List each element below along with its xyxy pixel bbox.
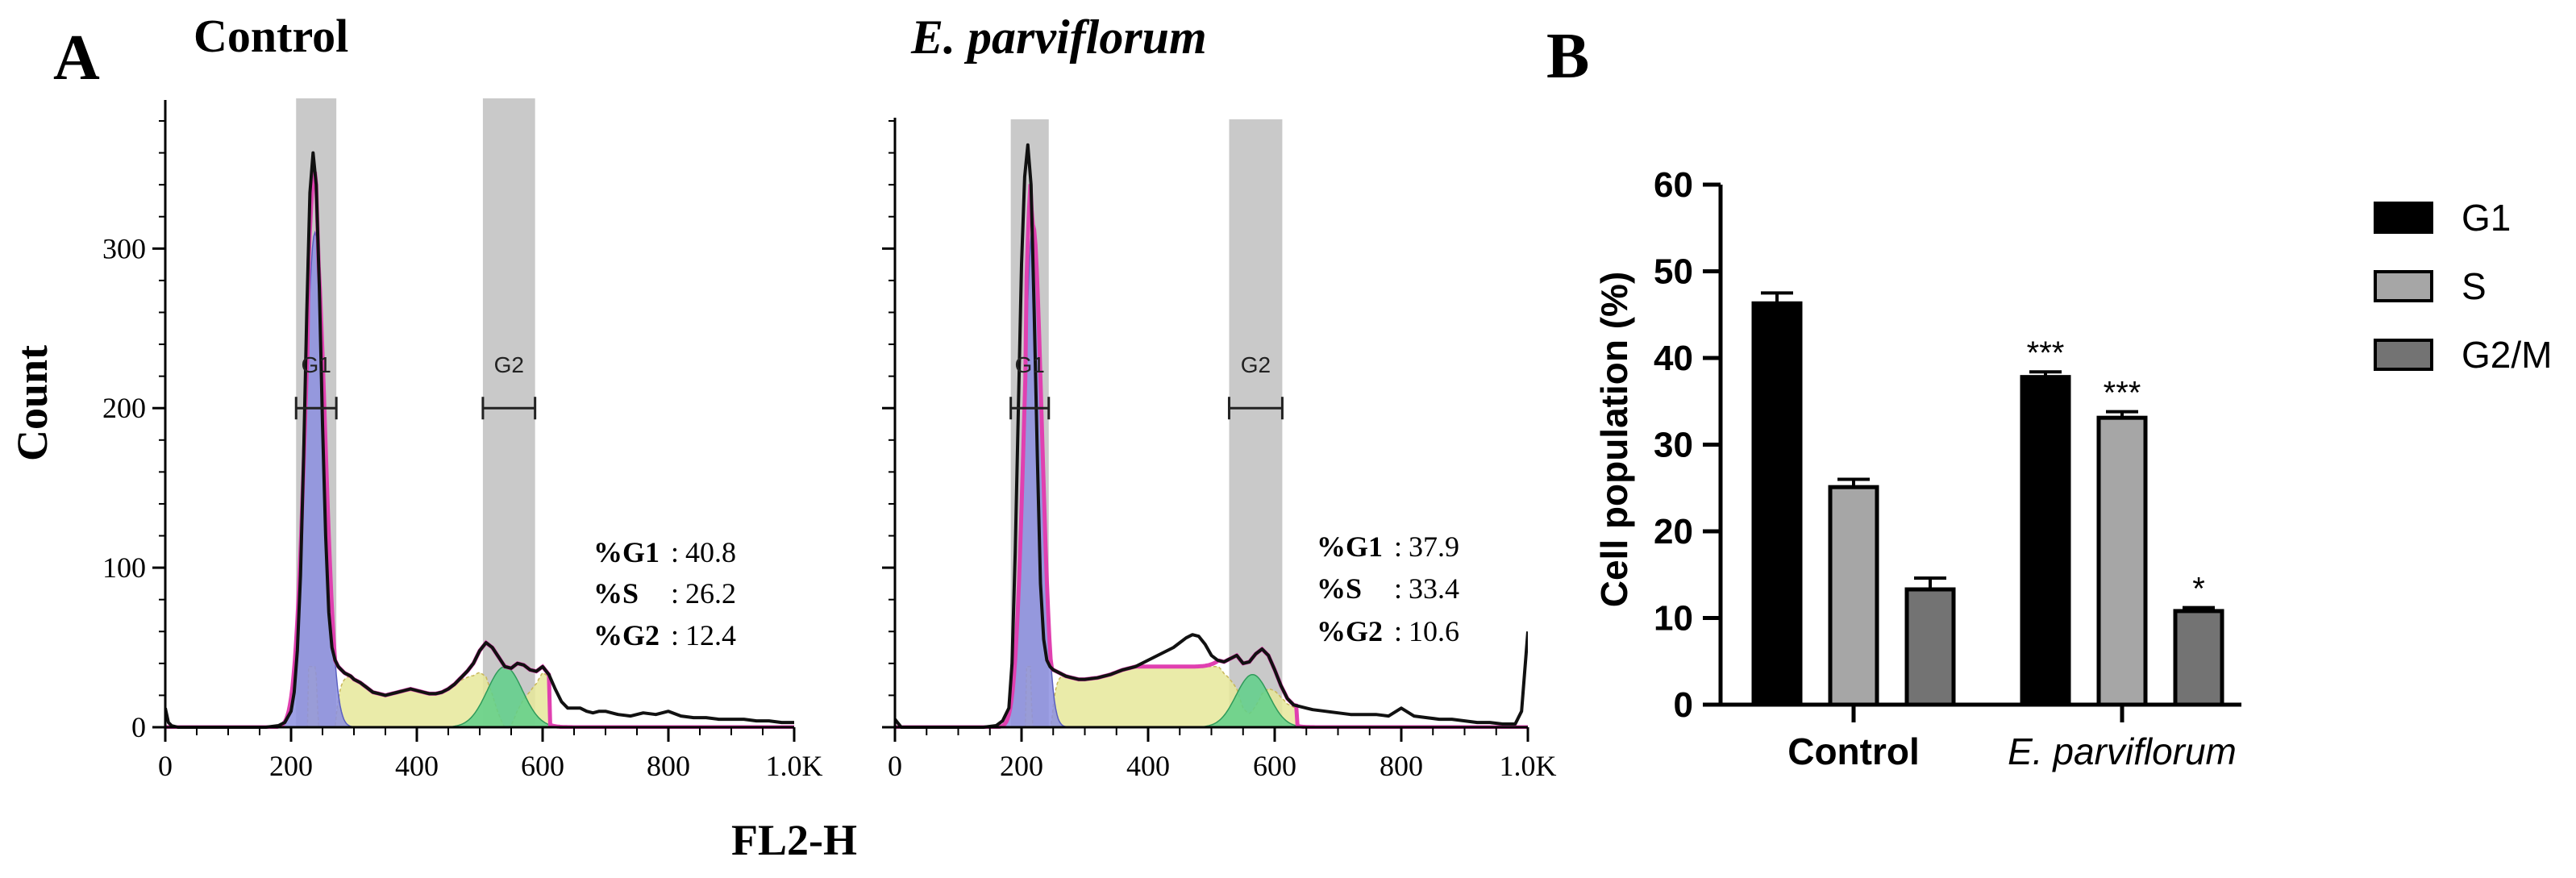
legend-label: G2/M — [2462, 334, 2552, 376]
significance-marker: *** — [2027, 335, 2065, 371]
stat-value: 40.8 — [685, 536, 736, 568]
x-tick-label: 800 — [647, 750, 690, 782]
gate-label: G1 — [302, 352, 331, 377]
legend-label: S — [2462, 265, 2487, 307]
bar-g1-0 — [1751, 301, 1803, 707]
x-tick-label: 200 — [1000, 750, 1043, 782]
significance-marker: * — [2192, 572, 2205, 607]
stat-sep: : — [1394, 531, 1402, 563]
gate-marker-g2 — [481, 397, 537, 420]
shared-y-label: Count — [8, 345, 56, 461]
stat-value: 12.4 — [685, 619, 736, 651]
histogram-data-line — [895, 143, 1528, 729]
stat-label: %G1 — [593, 536, 660, 568]
bar-g2m-1 — [2173, 609, 2224, 707]
bar-y-tick-label: 0 — [1674, 685, 1693, 725]
x-tick-label: 400 — [1126, 750, 1170, 782]
bar-g1-1 — [2020, 375, 2071, 707]
histogram-data-line — [165, 151, 794, 729]
gate-label: G2 — [494, 352, 524, 377]
stats-control: %G1 : 40.8 %S : 26.2 %G2 : 12.4 — [593, 536, 736, 651]
gate-band-g2 — [1229, 119, 1283, 727]
gate-marker-g1 — [294, 397, 338, 420]
panel-b-label: B — [1546, 21, 1589, 92]
x-tick-label: 1.0K — [1500, 750, 1557, 782]
gate-marker-g1 — [1009, 397, 1051, 420]
x-tick-label: 0 — [888, 750, 902, 782]
shared-x-label: FL2-H — [731, 816, 857, 864]
y-tick-label: 200 — [102, 392, 146, 424]
legend-item-s: S — [2374, 265, 2487, 307]
panel-a1-title: Control — [194, 10, 348, 62]
stat-sep: : — [1394, 572, 1402, 605]
stat-value: 26.2 — [685, 577, 736, 610]
x-tick-label: 600 — [1253, 750, 1296, 782]
histogram-control: G1 G2 0 100 200 300 0 200 400 600 800 1.0K %G1 : 4… — [102, 98, 823, 782]
bar-category-label: Control — [1787, 730, 1920, 772]
legend-label: G1 — [2462, 197, 2511, 239]
stat-sep: : — [671, 619, 679, 651]
significance-marker: *** — [2104, 376, 2141, 411]
bar-s-0 — [1828, 485, 1879, 707]
legend-swatch — [2374, 270, 2433, 302]
legend-swatch — [2374, 339, 2433, 371]
legend-item-g2m: G2/M — [2374, 334, 2552, 376]
legend-item-g1: G1 — [2374, 197, 2511, 239]
bar-y-label: Cell population (%) — [1593, 272, 1635, 608]
y-tick-label: 100 — [102, 551, 146, 584]
bar-y-tick-label: 60 — [1654, 165, 1693, 205]
x-tick-label: 600 — [521, 750, 564, 782]
stat-value: 33.4 — [1409, 572, 1459, 605]
stat-label: %S — [1317, 572, 1362, 605]
bar-y-tick-label: 20 — [1654, 512, 1693, 551]
bar-g2m-0 — [1904, 587, 1956, 707]
gate-label: G1 — [1015, 352, 1045, 377]
stat-sep: : — [1394, 615, 1402, 647]
x-tick-label: 200 — [269, 750, 313, 782]
y-tick-label: 300 — [102, 232, 146, 264]
legend-swatch — [2374, 202, 2433, 234]
panel-a-label: A — [53, 23, 100, 94]
legend: G1 S G2/M — [2374, 197, 2552, 376]
gate-marker-g2 — [1227, 397, 1284, 420]
gate-label: G2 — [1241, 352, 1271, 377]
bar-chart-cell-population: 0 10 20 30 40 50 60 Cell population (%) Control E… — [1593, 165, 2552, 772]
x-tick-label: 400 — [395, 750, 439, 782]
stat-sep: : — [671, 577, 679, 610]
bar-s-1 — [2096, 415, 2148, 707]
stat-label: %G2 — [1317, 615, 1383, 647]
stats-e-parviflorum: %G1 : 37.9 %S : 33.4 %G2 : 10.6 — [1317, 531, 1459, 647]
stat-value: 37.9 — [1409, 531, 1459, 563]
stat-value: 10.6 — [1409, 615, 1459, 647]
y-tick-label: 0 — [131, 711, 146, 743]
x-tick-label: 800 — [1380, 750, 1423, 782]
stat-sep: : — [671, 536, 679, 568]
x-tick-label: 0 — [158, 750, 173, 782]
bar-y-tick-label: 50 — [1654, 252, 1693, 292]
histogram-e-parviflorum: G1 G2 0 200 400 600 800 1.0K %G1 : 37.9 %S : 3… — [882, 118, 1557, 782]
panel-a2-title: E. parviflorum — [910, 10, 1207, 64]
g1-phase-fill — [895, 224, 1528, 728]
bar-y-tick-label: 10 — [1654, 599, 1693, 639]
bar-category-label: E. parviflorum — [2008, 730, 2237, 772]
stat-label: %G2 — [593, 619, 660, 651]
bar-y-tick-label: 40 — [1654, 339, 1693, 378]
x-tick-label: 1.0K — [766, 750, 823, 782]
gate-band-g2 — [482, 98, 535, 727]
stat-label: %G1 — [1317, 531, 1383, 563]
stat-label: %S — [593, 577, 639, 610]
bar-y-tick-label: 30 — [1654, 426, 1693, 465]
